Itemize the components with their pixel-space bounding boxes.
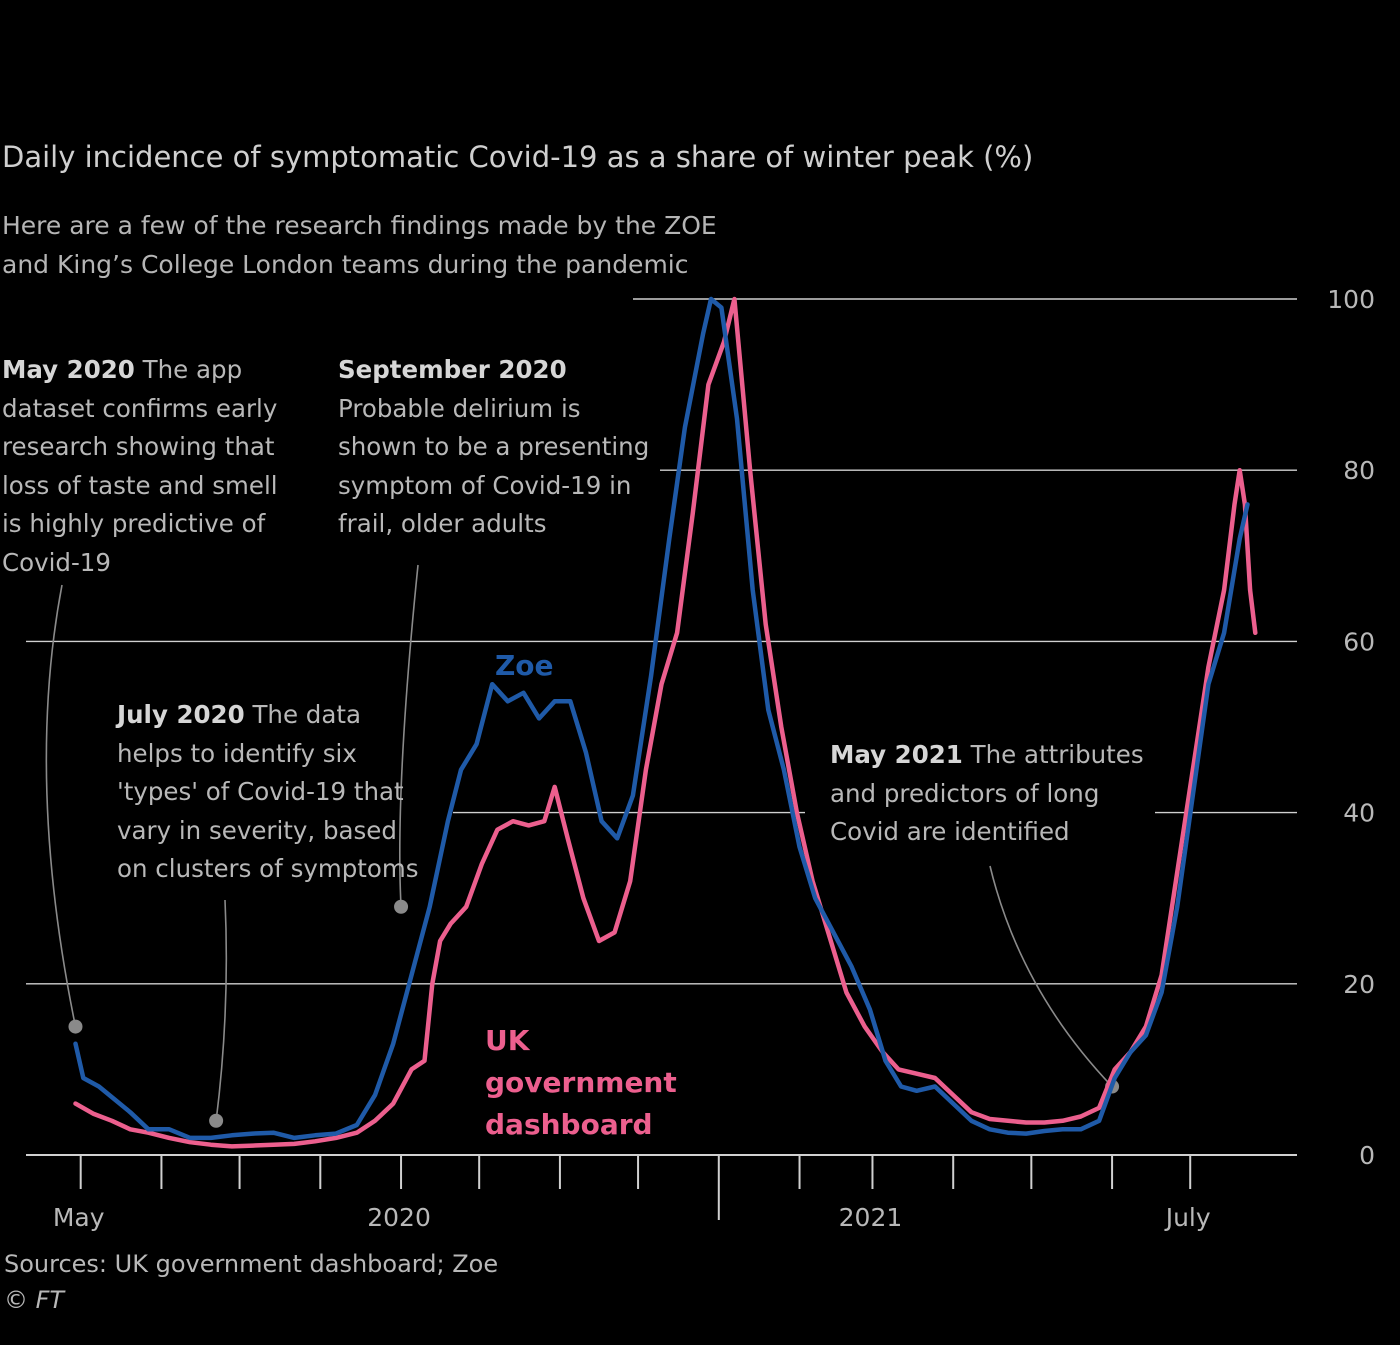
annotation-heading: May 2020 (2, 355, 135, 384)
y-tick-label: 40 (1343, 799, 1375, 828)
annotation-heading: September 2020 (338, 355, 567, 384)
chart-subtitle: Here are a few of the research findings … (2, 211, 717, 279)
series-label-uk: UK government dashboard (485, 1024, 677, 1141)
annotation-jul-2020: July 2020 The data helps to identify six… (117, 696, 427, 889)
chart-title: Daily incidence of symptomatic Covid-19 … (2, 140, 1034, 174)
x-tick-label: July (1164, 1203, 1211, 1232)
series-line-zoe (73, 296, 1250, 1141)
x-tick-label: May (53, 1203, 105, 1232)
x-tick-label: 2021 (839, 1203, 903, 1232)
annotation-leaders (45, 564, 1120, 1128)
gridlines (26, 298, 1297, 1156)
annotation-may-2020: May 2020 The app dataset confirms early … (2, 351, 302, 582)
annotation-dot (68, 1019, 83, 1034)
annotation-leader (989, 865, 1113, 1088)
y-tick-label: 20 (1343, 970, 1375, 999)
annotation-heading: May 2021 (830, 740, 963, 769)
annotation-sep-2020: September 2020 Probable delirium is show… (338, 351, 663, 544)
annotation-text: The data helps to identify six 'types' o… (117, 700, 419, 883)
annotation-leader (398, 564, 419, 907)
series-lines (73, 296, 1258, 1149)
x-tick-label: 2020 (367, 1203, 431, 1232)
annotation-leader (215, 899, 228, 1121)
ft-credit: © FT (4, 1286, 65, 1314)
annotation-dot (394, 899, 409, 914)
annotation-may-2021: May 2021 The attributes and predictors o… (830, 736, 1150, 852)
y-axis: 0 20 40 60 80 100 (1327, 285, 1375, 1170)
annotation-leader (45, 584, 77, 1027)
annotation-text: The attributes and predictors of long Co… (830, 740, 1144, 846)
annotation-heading: July 2020 (117, 700, 245, 729)
annotation-text: Probable delirium is shown to be a prese… (338, 393, 650, 539)
y-tick-label: 100 (1327, 285, 1375, 314)
series-line-uk-government-dashboard (73, 296, 1258, 1149)
annotation-dot (209, 1113, 224, 1128)
y-tick-label: 0 (1359, 1141, 1375, 1170)
series-label-zoe: Zoe (495, 649, 554, 682)
x-axis: May 2020 2021 July (53, 1155, 1211, 1232)
sources-note: Sources: UK government dashboard; Zoe (4, 1250, 499, 1278)
y-tick-label: 60 (1343, 627, 1375, 656)
y-tick-label: 80 (1343, 456, 1375, 485)
annotation-text: The app dataset confirms early research … (2, 355, 278, 577)
